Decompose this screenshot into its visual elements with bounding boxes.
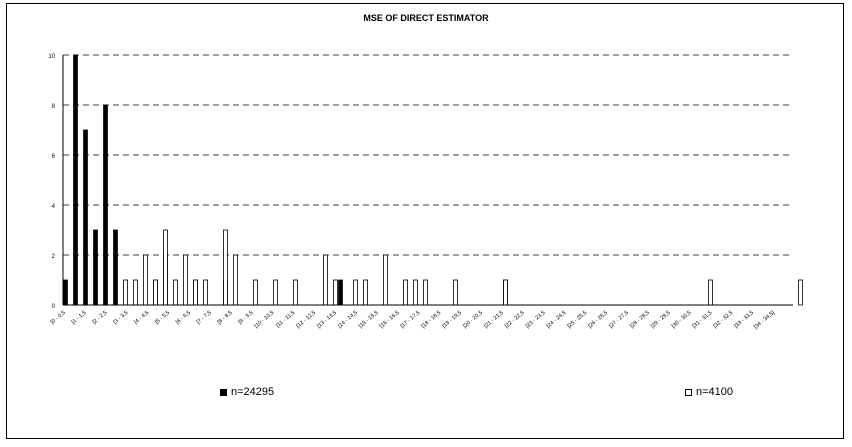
bar-n24295 xyxy=(93,229,98,306)
x-tick-label: [26 - 26,5 xyxy=(587,310,609,330)
x-tick-label: [10 - 10,5 xyxy=(254,310,276,330)
x-tick-label: [5 - 5,5 xyxy=(154,310,171,326)
x-tick-label: [14 - 14,5 xyxy=(337,310,359,330)
x-tick-label: [27 - 27,5 xyxy=(608,310,630,330)
y-tick-label: 8 xyxy=(52,104,56,110)
bar-n4100 xyxy=(273,279,278,306)
x-tick-label: [23 - 23,5 xyxy=(525,310,547,330)
bar-n4100 xyxy=(193,279,198,306)
bar-n4100 xyxy=(163,229,168,306)
bar-n4100 xyxy=(333,279,338,306)
y-tick-label: 4 xyxy=(52,204,56,210)
bar-n4100 xyxy=(253,279,258,306)
x-tick-label: [20 - 20,5 xyxy=(462,310,484,330)
legend-label-series-1: n=24295 xyxy=(231,386,275,398)
bar-n4100 xyxy=(503,279,508,306)
bar-n4100 xyxy=(363,279,368,306)
bar-n24295 xyxy=(73,54,78,306)
x-tick-label: [31 - 31,5 xyxy=(692,310,714,330)
x-tick-label: [30 - 30,5 xyxy=(671,310,693,330)
x-tick-label: [0 - 0,5 xyxy=(50,310,67,326)
x-tick-label: [32 - 32,5 xyxy=(713,310,735,330)
x-tick-label: [15 - 15,5 xyxy=(358,310,380,330)
bar-n4100 xyxy=(323,254,328,306)
x-tick-label: [29 - 29,5 xyxy=(650,310,672,330)
x-tick-label: [13 - 13,5 xyxy=(316,310,338,330)
x-tick-label: [1 - 1,5 xyxy=(71,310,88,326)
x-tick-label: [28 - 28,5 xyxy=(629,310,651,330)
x-tick-label: [2 - 2,5 xyxy=(92,310,109,326)
bar-n24295 xyxy=(103,104,108,306)
x-tick-label: [21 - 21,5 xyxy=(483,310,505,330)
x-tick-label: [11 - 11,5 xyxy=(275,310,296,329)
bar-n4100 xyxy=(383,254,388,306)
legend-swatch-series-2 xyxy=(685,388,692,396)
bar-n4100 xyxy=(423,279,428,306)
bar-n4100 xyxy=(143,254,148,306)
x-tick-label: [25 - 25,5 xyxy=(567,310,589,330)
bar-n4100 xyxy=(403,279,408,306)
x-tick-label: [24 - 24,5 xyxy=(546,310,568,330)
chart-title: MSE OF DIRECT ESTIMATOR xyxy=(363,13,489,23)
bar-n4100 xyxy=(183,254,188,306)
x-tick-label: [12 - 12,5 xyxy=(295,310,317,330)
x-tick-label: [3 - 3,5 xyxy=(112,310,129,326)
y-tick-label: 10 xyxy=(48,54,55,60)
legend-item-series-2: n=4100 xyxy=(685,386,733,398)
legend-label-series-2: n=4100 xyxy=(696,386,734,398)
x-tick-label: [6 - 6,5 xyxy=(175,310,192,326)
y-tick-label: 0 xyxy=(52,304,56,310)
chart-frame: MSE OF DIRECT ESTIMATOR 0 2 4 6 8 10 [0 - 0,5[… xyxy=(6,3,844,439)
legend-swatch-series-1 xyxy=(220,388,227,396)
bar-n24295 xyxy=(113,229,118,306)
bar-n24295 xyxy=(63,279,68,306)
x-tick-label: [16 - 16,5 xyxy=(379,310,401,330)
x-tick-label: [4 - 4,5 xyxy=(133,310,150,326)
bar-n4100 xyxy=(293,279,298,306)
bar-n4100 xyxy=(453,279,458,306)
y-tick-label: 2 xyxy=(52,254,56,260)
x-tick-label: [17 - 17,5 xyxy=(400,310,422,330)
bar-n4100 xyxy=(413,279,418,306)
bar-n4100 xyxy=(203,279,208,306)
x-tick-label: [34 - 34,5] xyxy=(753,310,776,331)
bar-n24295 xyxy=(83,129,88,306)
bar-n4100 xyxy=(708,279,713,306)
bar-n24295 xyxy=(338,279,343,306)
bar-n4100 xyxy=(233,254,238,306)
bar-n4100 xyxy=(133,279,138,306)
bar-n4100 xyxy=(173,279,178,306)
bar-n4100 xyxy=(123,279,128,306)
legend-item-series-1: n=24295 xyxy=(220,386,274,398)
bar-n4100 xyxy=(153,279,158,306)
bar-n4100 xyxy=(353,279,358,306)
x-tick-label: [22 - 22,5 xyxy=(504,310,526,330)
bar-n4100 xyxy=(223,229,228,306)
x-tick-label: [7 - 7,5 xyxy=(196,310,213,326)
x-tick-label: [33 - 33,5 xyxy=(733,310,755,330)
x-tick-label: [8 - 8,5 xyxy=(217,310,234,326)
x-tick-label: [9 - 9,5 xyxy=(238,310,255,326)
x-tick-label: [19 - 19,5 xyxy=(441,310,463,330)
y-tick-label: 6 xyxy=(52,154,56,160)
bar-n4100 xyxy=(798,279,803,306)
x-tick-label: [18 - 18,5 xyxy=(421,310,443,330)
